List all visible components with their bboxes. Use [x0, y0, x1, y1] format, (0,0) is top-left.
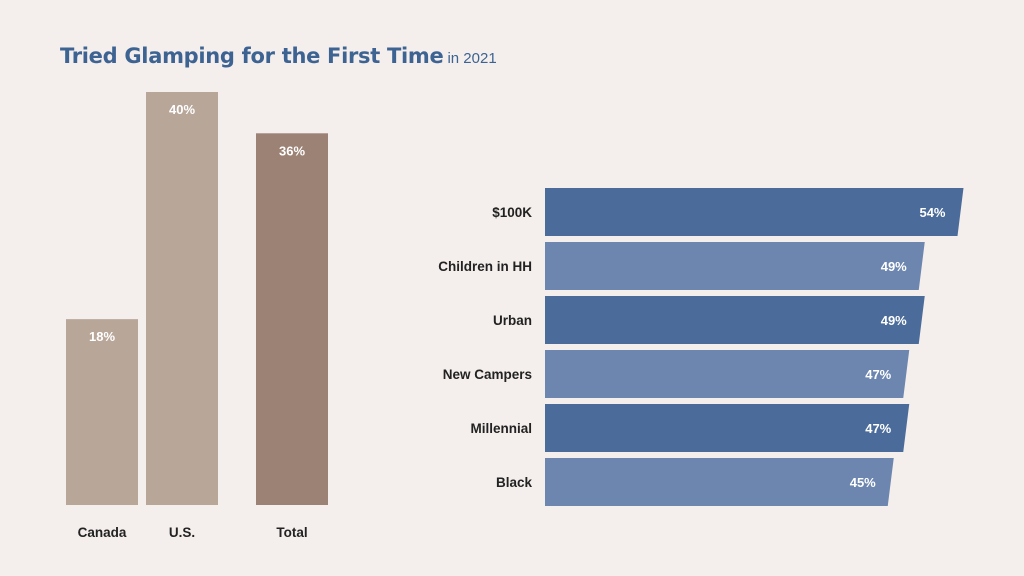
- chart-title: Tried Glamping for the First Time in 2021: [60, 34, 497, 71]
- bar-millennial: [545, 404, 910, 452]
- category-label-u-s: U.S.: [169, 525, 195, 540]
- bar-new-campers: [545, 350, 910, 398]
- data-label-canada: 18%: [89, 329, 115, 344]
- data-label-u-s: 40%: [169, 102, 195, 117]
- category-label-100k: $100K: [492, 205, 532, 220]
- category-label-urban: Urban: [493, 313, 532, 328]
- bar-canada: [66, 319, 138, 505]
- data-label-millennial: 47%: [865, 421, 891, 436]
- bar-black: [545, 458, 894, 506]
- category-label-children-in-hh: Children in HH: [438, 259, 532, 274]
- data-label-new-campers: 47%: [865, 367, 891, 382]
- category-label-new-campers: New Campers: [443, 367, 532, 382]
- bar-total: [256, 133, 328, 506]
- bar-u-s: [146, 92, 218, 505]
- subtitle-text: in 2021: [447, 50, 497, 67]
- bar-urban: [545, 296, 925, 344]
- bar-100k: [545, 188, 964, 236]
- data-label-children-in-hh: 49%: [881, 259, 907, 274]
- bar-children-in-hh: [545, 242, 925, 290]
- category-label-canada: Canada: [78, 525, 127, 540]
- data-label-black: 45%: [850, 475, 876, 490]
- category-label-millennial: Millennial: [470, 421, 532, 436]
- title-text: Tried Glamping for the First Time: [60, 44, 444, 68]
- data-label-100k: 54%: [919, 205, 945, 220]
- category-label-black: Black: [496, 475, 533, 490]
- data-label-urban: 49%: [881, 313, 907, 328]
- data-label-total: 36%: [279, 143, 305, 158]
- category-label-total: Total: [276, 525, 307, 540]
